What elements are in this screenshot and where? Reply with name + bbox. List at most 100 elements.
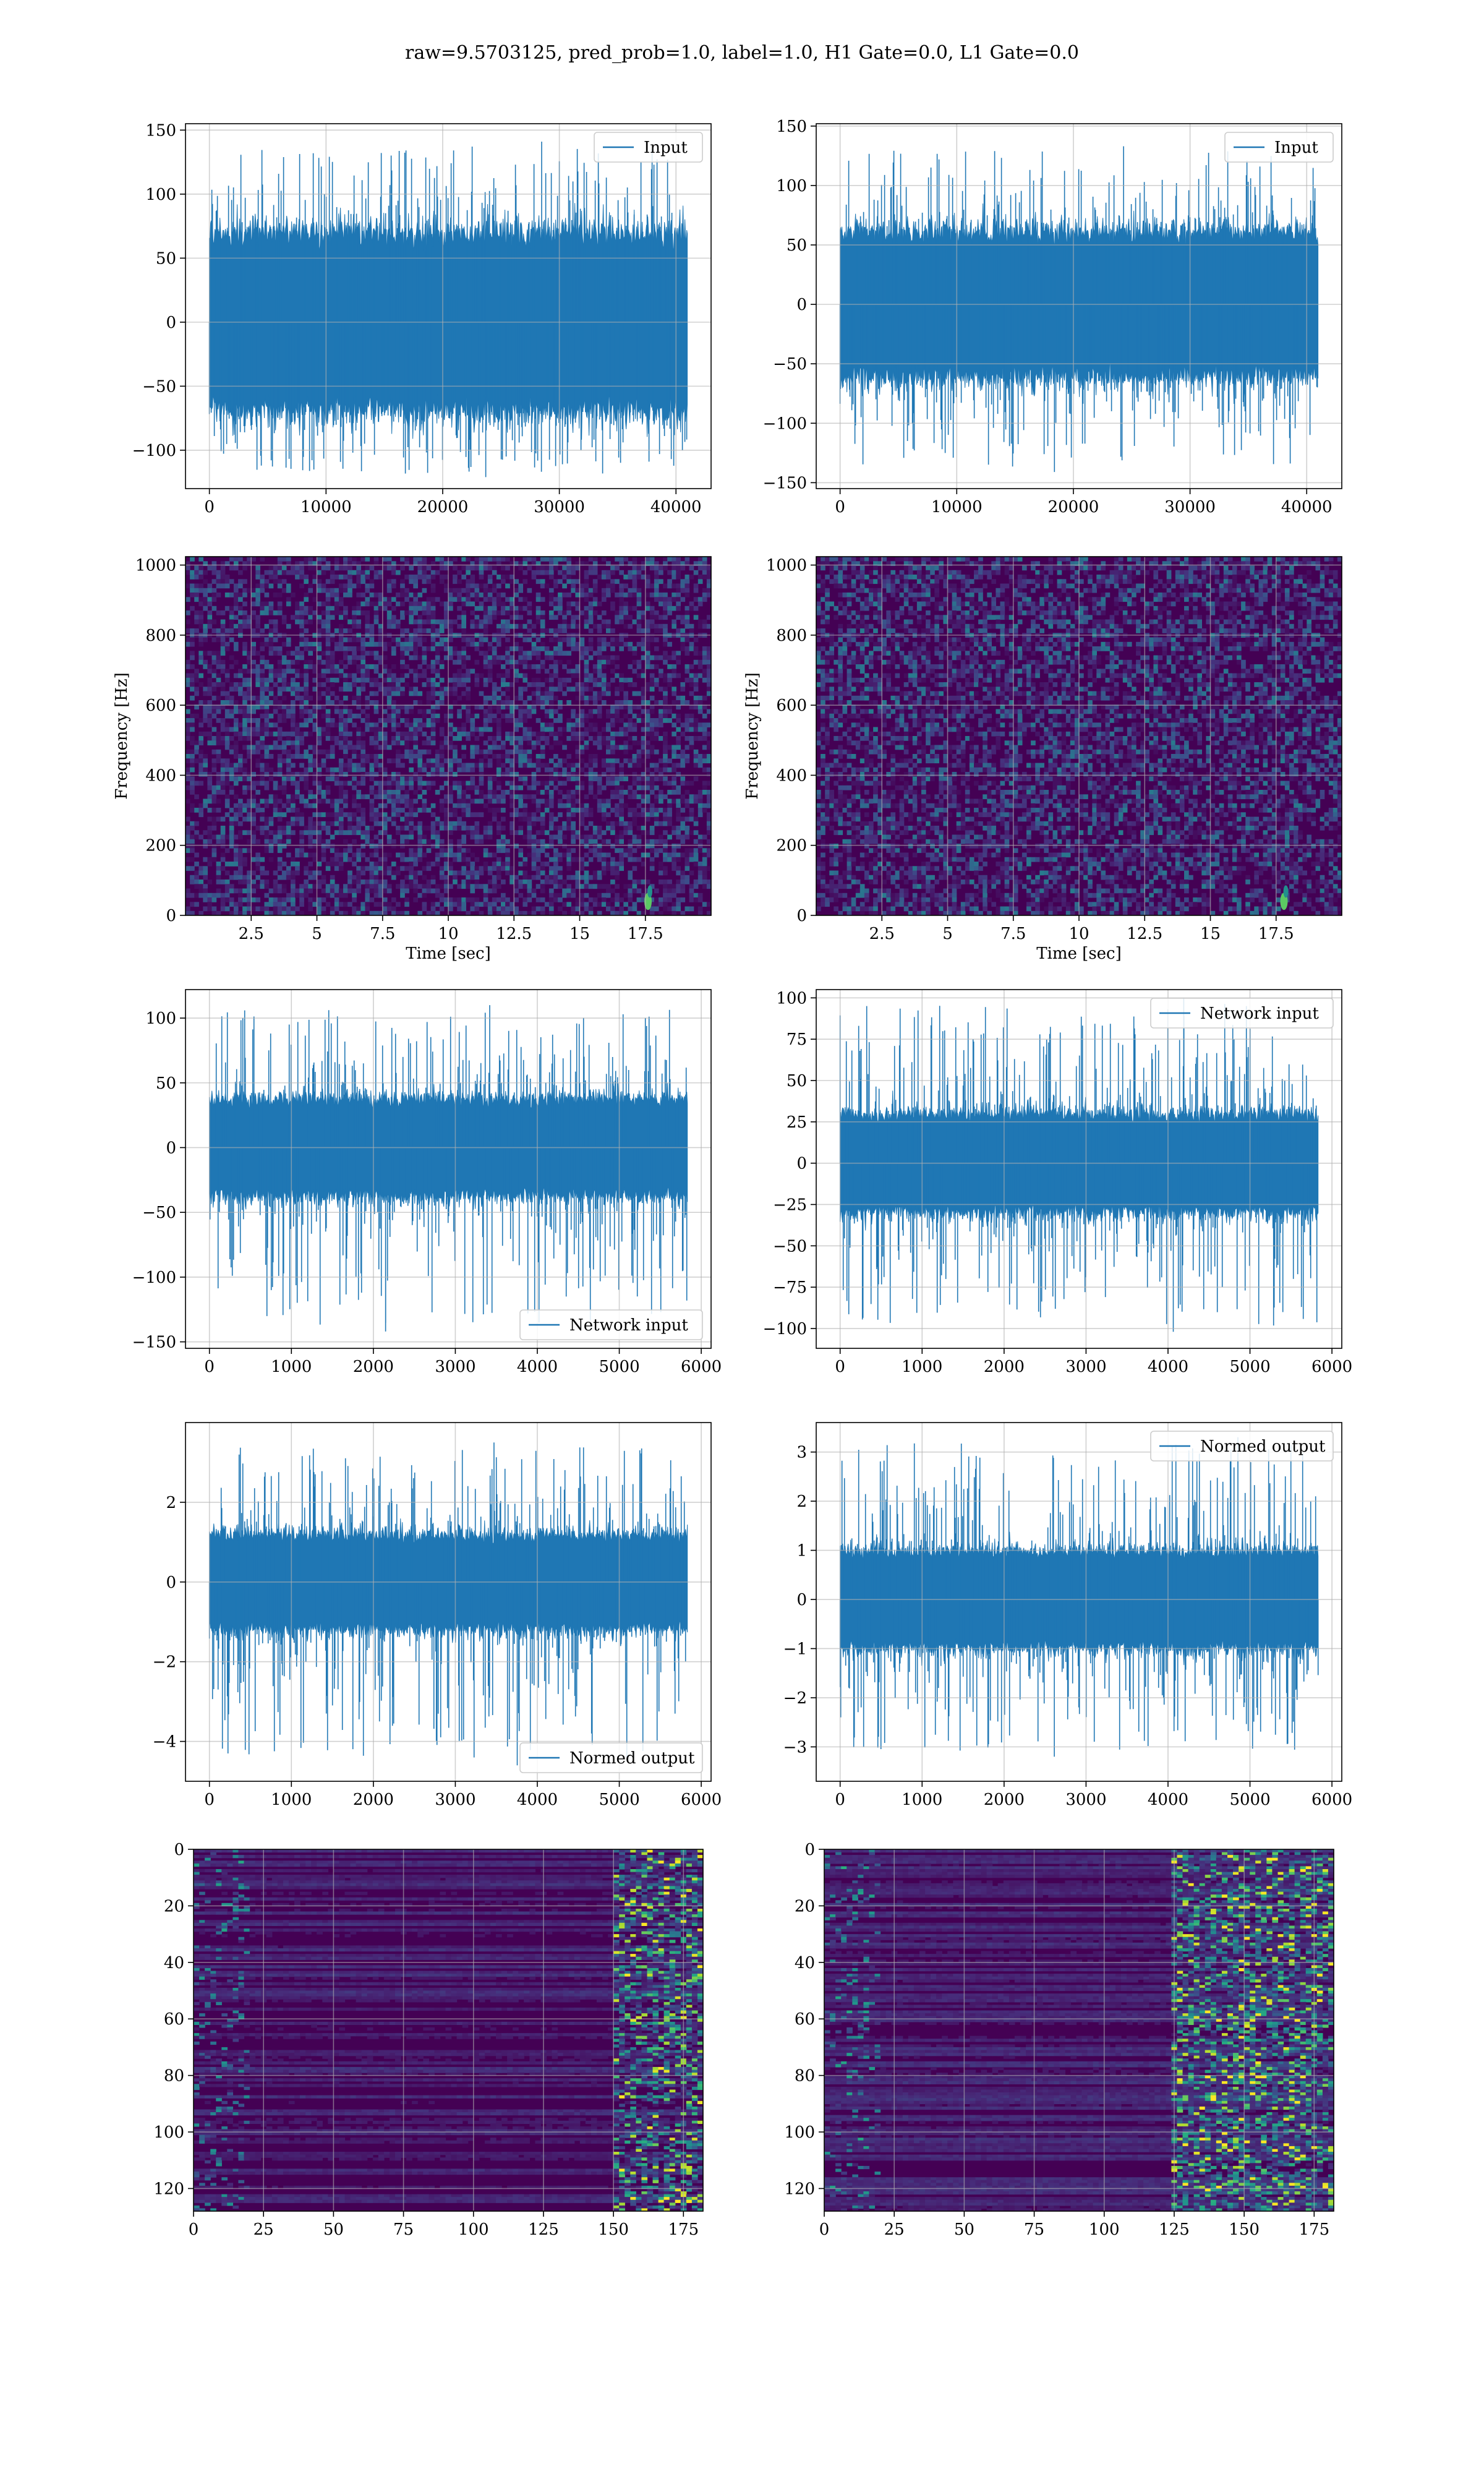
plot-area (194, 1849, 703, 2211)
y-tick-label: 0 (796, 296, 807, 314)
y-tick-label: −100 (763, 414, 807, 433)
chart-7: 0 1000 2000 3000 4000 5000 6000 −4 −2 0 2 Normed ou… (153, 1422, 722, 1809)
legend: Normed output (1150, 1431, 1334, 1462)
heatmap-cells (816, 557, 1342, 915)
y-tick-label: 100 (776, 989, 807, 1008)
chart-1: 0 10000 20000 30000 40000 −100 −50 0 50 100 150 Inp… (132, 121, 712, 516)
x-tick-label: 25 (254, 2220, 274, 2239)
chirp-trail (647, 885, 652, 898)
legend: Input (594, 132, 703, 163)
y-tick-label: 0 (166, 1139, 176, 1157)
legend-label: Network input (1200, 1004, 1319, 1023)
x-tick-label: 6000 (1311, 1791, 1352, 1809)
x-tick-label: 2.5 (869, 925, 895, 943)
y-tick-label: −1 (783, 1640, 807, 1658)
x-tick-label: 5 (312, 925, 322, 943)
x-tick-label: 0 (835, 1358, 845, 1376)
x-tick-label: 5000 (599, 1358, 639, 1376)
x-tick-label: 7.5 (370, 925, 395, 943)
y-tick-label: 3 (796, 1444, 807, 1462)
y-tick-label: 120 (153, 2180, 184, 2198)
legend-box (594, 132, 703, 163)
x-tick-label: 25 (884, 2220, 905, 2239)
heatmap-cells (186, 557, 711, 915)
x-tick-label: 40000 (1281, 498, 1333, 516)
x-tick-label: 10 (1068, 925, 1089, 943)
y-tick-label: 1000 (766, 557, 807, 575)
x-tick-label: 0 (204, 498, 215, 516)
y-tick-label: −150 (763, 474, 807, 492)
x-tick-label: 2000 (353, 1358, 394, 1376)
axes-frame (816, 123, 1342, 489)
y-tick-label: −50 (773, 355, 807, 374)
y-tick-label: 200 (145, 837, 176, 855)
x-tick-label: 50 (323, 2220, 344, 2239)
chart-6: 0 1000 2000 3000 4000 5000 6000 −100 −75 −50 −25 0 2… (763, 989, 1352, 1376)
y-tick-label: −4 (153, 1733, 176, 1752)
x-tick-label: 1000 (271, 1791, 312, 1809)
y-tick-label: −3 (783, 1738, 807, 1757)
y-tick-label: 80 (795, 2067, 815, 2086)
y-tick-label: 1 (796, 1542, 807, 1560)
x-tick-label: 6000 (681, 1791, 722, 1809)
x-tick-label: 40000 (650, 498, 702, 516)
y-tick-label: 0 (166, 907, 176, 925)
axes-frame (824, 1849, 1334, 2212)
y-tick-label: 60 (164, 2010, 184, 2029)
chart-10: 0 25 50 75 100 125 150 175 0 20 40 60 80 100 120 (784, 1841, 1334, 2239)
legend: Input (1224, 132, 1334, 163)
legend: Network input (1150, 998, 1334, 1029)
figure-title: raw=9.5703125, pred_prob=1.0, label=1.0,… (0, 42, 1484, 64)
plot-area (839, 998, 1319, 1332)
y-axis-label: Frequency [Hz] (743, 672, 762, 800)
x-tick-label: 1000 (902, 1358, 942, 1376)
y-tick-label: 0 (166, 314, 176, 332)
legend: Network input (519, 1309, 703, 1340)
y-tick-label: 0 (804, 1841, 815, 1859)
x-tick-label: 10 (438, 925, 458, 943)
x-tick-label: 150 (598, 2220, 629, 2239)
legend-label: Input (1274, 139, 1318, 157)
x-tick-label: 5000 (1229, 1358, 1270, 1376)
x-tick-label: 20000 (1048, 498, 1099, 516)
legend: Normed output (519, 1742, 703, 1773)
x-tick-label: 1000 (271, 1358, 312, 1376)
axes-frame (816, 989, 1342, 1349)
y-tick-label: 60 (795, 2010, 815, 2029)
y-tick-label: −50 (773, 1237, 807, 1256)
y-tick-label: 20 (164, 1897, 184, 1915)
x-tick-label: 2000 (353, 1791, 394, 1809)
legend-box (1150, 998, 1334, 1029)
y-tick-label: 2 (796, 1492, 807, 1511)
y-tick-label: 0 (796, 1155, 807, 1173)
y-tick-label: 100 (784, 2123, 815, 2142)
axes-frame (185, 123, 712, 489)
chirp-trail (1283, 885, 1289, 898)
x-tick-label: 6000 (681, 1358, 722, 1376)
y-axis-label: Frequency [Hz] (113, 672, 131, 800)
chart-9: 0 25 50 75 100 125 150 175 0 20 40 60 80 100 120 (153, 1841, 704, 2239)
chart-5: 0 1000 2000 3000 4000 5000 6000 −150 −100 −50 0 50 1… (132, 989, 722, 1376)
plot-area (208, 142, 688, 477)
x-tick-label: 17.5 (628, 925, 663, 943)
y-tick-label: 75 (787, 1030, 807, 1049)
plot-area (824, 1849, 1334, 2211)
x-tick-label: 30000 (1164, 498, 1216, 516)
x-tick-label: 2000 (984, 1791, 1025, 1809)
x-tick-label: 50 (954, 2220, 974, 2239)
axes-frame (816, 1422, 1342, 1782)
x-tick-label: 5000 (599, 1791, 639, 1809)
x-tick-label: 3000 (435, 1358, 475, 1376)
x-tick-label: 175 (668, 2220, 699, 2239)
legend-label: Input (644, 139, 688, 157)
x-tick-label: 10000 (301, 498, 352, 516)
x-tick-label: 10000 (931, 498, 983, 516)
y-tick-label: 20 (795, 1897, 815, 1915)
y-tick-label: 1000 (135, 557, 176, 575)
y-tick-label: 100 (776, 177, 807, 195)
legend-box (1224, 132, 1334, 163)
y-tick-label: −100 (132, 1269, 176, 1287)
signal-spikes (209, 1005, 688, 1332)
y-tick-label: −50 (142, 377, 176, 396)
